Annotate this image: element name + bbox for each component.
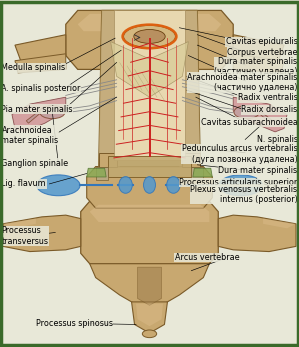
Text: Lig. flavum: Lig. flavum xyxy=(1,179,46,188)
Polygon shape xyxy=(193,168,212,177)
Polygon shape xyxy=(99,153,117,167)
Text: Corpus vertebrae: Corpus vertebrae xyxy=(227,48,298,57)
Ellipse shape xyxy=(142,330,157,338)
Polygon shape xyxy=(3,215,81,252)
Polygon shape xyxy=(191,167,203,180)
Polygon shape xyxy=(87,168,106,177)
Polygon shape xyxy=(182,153,200,167)
Polygon shape xyxy=(114,10,185,160)
Ellipse shape xyxy=(234,105,259,119)
Text: Arcus vertebrae: Arcus vertebrae xyxy=(175,253,239,262)
Polygon shape xyxy=(132,302,167,333)
Ellipse shape xyxy=(119,177,132,193)
Polygon shape xyxy=(66,10,233,69)
Text: Plexus venosus vertebralis
internus (posterior): Plexus venosus vertebralis internus (pos… xyxy=(190,185,298,204)
Polygon shape xyxy=(96,167,108,180)
Polygon shape xyxy=(179,10,200,167)
Polygon shape xyxy=(81,201,218,264)
Ellipse shape xyxy=(219,175,263,196)
Text: Arachnoidea
mater spinalis: Arachnoidea mater spinalis xyxy=(1,126,59,145)
Ellipse shape xyxy=(167,177,180,193)
Ellipse shape xyxy=(123,25,176,48)
Polygon shape xyxy=(15,54,66,73)
Polygon shape xyxy=(99,10,120,167)
Polygon shape xyxy=(233,54,284,73)
Polygon shape xyxy=(87,167,212,208)
Text: Medulla spinalis: Medulla spinalis xyxy=(1,63,65,72)
Polygon shape xyxy=(12,97,66,132)
Text: Processus
transversus: Processus transversus xyxy=(1,226,48,246)
Polygon shape xyxy=(78,14,221,31)
Text: A. spinalis posterior: A. spinalis posterior xyxy=(1,84,81,93)
Text: Cavitas subarachnoidea: Cavitas subarachnoidea xyxy=(201,118,298,127)
Ellipse shape xyxy=(134,29,165,43)
Polygon shape xyxy=(99,10,200,167)
Polygon shape xyxy=(26,111,40,123)
Polygon shape xyxy=(138,267,161,305)
Text: N. spinalis: N. spinalis xyxy=(257,135,298,144)
Text: Dura mater spinalis: Dura mater spinalis xyxy=(218,166,298,175)
Ellipse shape xyxy=(144,177,155,193)
Text: Dura mater spinalis
(частично удалена): Dura mater spinalis (частично удалена) xyxy=(214,57,298,76)
Text: Ganglion spinale: Ganglion spinale xyxy=(1,159,68,168)
Polygon shape xyxy=(90,264,209,305)
Polygon shape xyxy=(15,35,66,69)
Polygon shape xyxy=(233,35,284,69)
Polygon shape xyxy=(218,215,296,252)
Polygon shape xyxy=(3,219,36,228)
Text: Pedunculus arcus vertebralis
(дуга позвонка удалена): Pedunculus arcus vertebralis (дуга позво… xyxy=(182,144,298,164)
Polygon shape xyxy=(263,219,296,228)
Text: Cavitas epiduralis: Cavitas epiduralis xyxy=(226,37,298,46)
Text: Radix dorsalis: Radix dorsalis xyxy=(241,105,298,115)
Ellipse shape xyxy=(39,105,65,119)
Ellipse shape xyxy=(36,175,80,196)
Text: Processus articularis superior: Processus articularis superior xyxy=(179,178,298,187)
Polygon shape xyxy=(259,111,273,123)
Polygon shape xyxy=(111,42,188,97)
Polygon shape xyxy=(233,97,287,132)
Polygon shape xyxy=(108,156,191,177)
Polygon shape xyxy=(136,304,163,326)
Text: Arachnoidea mater spinalis
(частично удалена): Arachnoidea mater spinalis (частично уда… xyxy=(187,73,298,92)
Text: Radix ventralis: Radix ventralis xyxy=(238,93,298,102)
Polygon shape xyxy=(90,205,209,222)
Text: Pia mater spinalis: Pia mater spinalis xyxy=(1,105,73,114)
Text: Processus spinosus: Processus spinosus xyxy=(36,319,113,328)
